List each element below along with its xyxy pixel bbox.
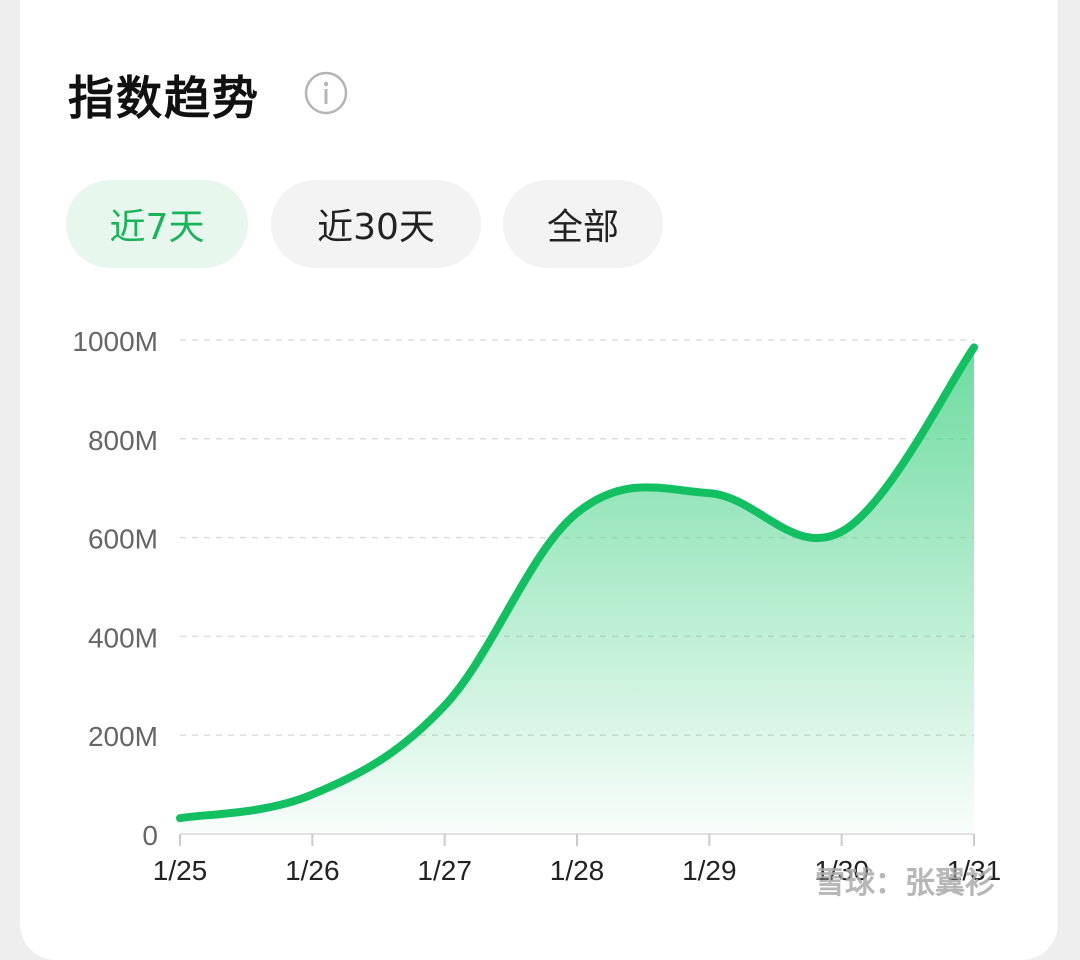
x-tick-label: 1/28: [550, 855, 605, 886]
x-tick-label: 1/25: [153, 855, 208, 886]
y-tick-label: 200M: [88, 721, 158, 752]
watermark: 雪球：张翼衫: [815, 858, 995, 902]
y-tick-label: 0: [142, 820, 158, 851]
x-tick-label: 1/26: [285, 855, 340, 886]
area-chart: 0 200M 400M 600M 800M 1000M 1/25 1/26 1/27 1/28 1/…: [0, 0, 1080, 911]
y-tick-label: 400M: [88, 622, 158, 653]
y-tick-label: 600M: [88, 524, 158, 555]
y-tick-label: 1000M: [72, 326, 158, 357]
x-tick-label: 1/29: [682, 855, 737, 886]
y-tick-label: 800M: [88, 425, 158, 456]
x-tick-label: 1/27: [417, 855, 472, 886]
area-fill: [180, 347, 974, 834]
